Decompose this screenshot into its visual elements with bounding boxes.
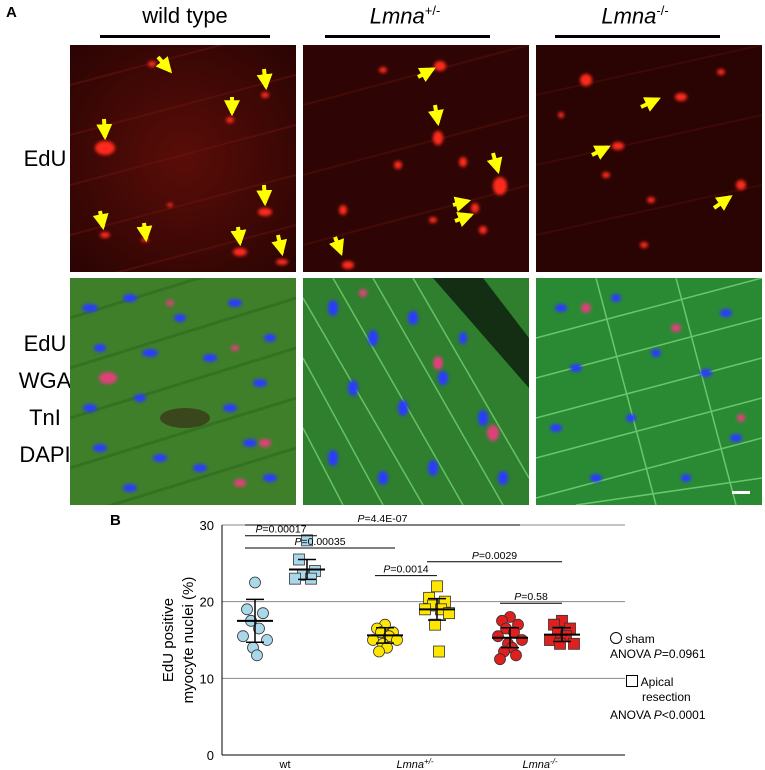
- gene-name: Lmna: [369, 3, 425, 29]
- row-label-line: EdU: [23, 331, 67, 356]
- column-rule: [325, 35, 490, 38]
- comparison-pvalue: P=0.0014: [383, 564, 428, 576]
- micrograph-edu-lmna-het: [303, 45, 529, 272]
- legend-circle-marker: [610, 632, 622, 644]
- column-title-lmna-ko: Lmna-/-: [550, 3, 720, 29]
- data-point-circle: [257, 607, 269, 620]
- comparison-pvalue: P=0.0029: [472, 550, 517, 562]
- comparison-pvalue: P=0.58: [514, 591, 548, 603]
- legend-anova-p: P: [653, 647, 662, 661]
- data-point-circle: [492, 630, 504, 643]
- data-point-square: [433, 645, 445, 658]
- data-point-circle: [373, 645, 385, 658]
- row-label-line: TnI: [29, 405, 61, 430]
- data-point-square: [431, 580, 443, 593]
- comparison-pvalue: P=4.4E-07: [358, 513, 408, 525]
- x-tick-label: wt: [279, 759, 291, 770]
- row-label-edu: EdU: [23, 146, 67, 171]
- data-point-square: [289, 572, 301, 585]
- genotype-sup: +/-: [424, 3, 441, 18]
- legend-apical-anova: ANOVA P<0.0001: [610, 708, 706, 723]
- data-point-circle: [249, 576, 261, 589]
- legend-apical-label: Apical: [640, 675, 674, 689]
- legend-anova-p: P: [653, 708, 662, 722]
- micrograph-edu-lmna-ko: [536, 45, 762, 272]
- data-point-square: [568, 637, 580, 650]
- micrograph-merge-wild-type: [70, 278, 296, 505]
- data-point-square: [554, 637, 566, 650]
- genotype-sup: -/-: [656, 3, 669, 18]
- column-rule: [100, 35, 270, 38]
- legend-anova-prefix: ANOVA: [610, 647, 654, 661]
- panel-a-letter: A: [6, 4, 17, 21]
- legend-anova-value: <0.0001: [661, 708, 706, 722]
- row-label-line: WGA: [18, 368, 72, 393]
- row-label-merge: EdU WGA TnI DAPI: [5, 325, 85, 473]
- row-label-line: DAPI: [19, 442, 71, 467]
- data-point-square: [443, 607, 455, 620]
- data-point-square: [429, 618, 441, 631]
- data-point-square: [301, 534, 313, 547]
- y-tick-label: 10: [200, 671, 214, 686]
- gene-name: Lmna: [601, 3, 657, 29]
- column-title-lmna-het: Lmna+/-: [320, 3, 490, 29]
- column-title-wild-type: wild type: [142, 3, 228, 28]
- y-axis-label: myocyte nuclei (%): [180, 577, 197, 704]
- column-rule: [555, 35, 720, 38]
- micrograph-merge-lmna-ko: [536, 278, 762, 505]
- data-point-circle: [510, 649, 522, 662]
- x-tick-label: Lmna+/-: [396, 757, 433, 770]
- scale-bar: [732, 491, 750, 494]
- x-tick-label: Lmna-/-: [522, 757, 557, 770]
- legend-anova-prefix: ANOVA: [610, 708, 654, 722]
- legend-apical: Apical resection: [626, 675, 691, 705]
- data-point-circle: [253, 622, 265, 635]
- legend-sham: sham ANOVA P=0.0961: [610, 632, 706, 662]
- data-point-circle: [237, 630, 249, 643]
- legend-anova-value: =0.0961: [661, 647, 706, 661]
- data-point-circle: [516, 634, 528, 646]
- data-point-circle: [251, 649, 263, 662]
- data-point-square: [305, 572, 317, 585]
- micrograph-merge-lmna-het: [303, 278, 529, 505]
- panel-b-letter: B: [110, 512, 121, 529]
- comparison-pvalue: P=0.00035: [294, 536, 345, 548]
- data-point-circle: [494, 653, 506, 666]
- y-axis-label: EdU positive: [160, 598, 177, 682]
- data-point-circle: [261, 634, 273, 646]
- comparison-pvalue: P=0.00017: [255, 524, 306, 536]
- data-point-square: [544, 634, 556, 646]
- y-tick-label: 20: [200, 595, 214, 610]
- y-tick-label: 30: [200, 518, 214, 533]
- data-point-circle: [241, 603, 253, 616]
- legend-apical-label-2: resection: [642, 690, 691, 704]
- y-tick-label: 0: [207, 748, 214, 763]
- legend-sham-label: sham: [625, 632, 655, 646]
- scatter-chart: 0 10 20 30 EdU positive myocyte nuclei (%) wt L…: [160, 513, 625, 770]
- micrograph-edu-wild-type: [70, 45, 296, 272]
- legend-square-marker: [626, 675, 638, 687]
